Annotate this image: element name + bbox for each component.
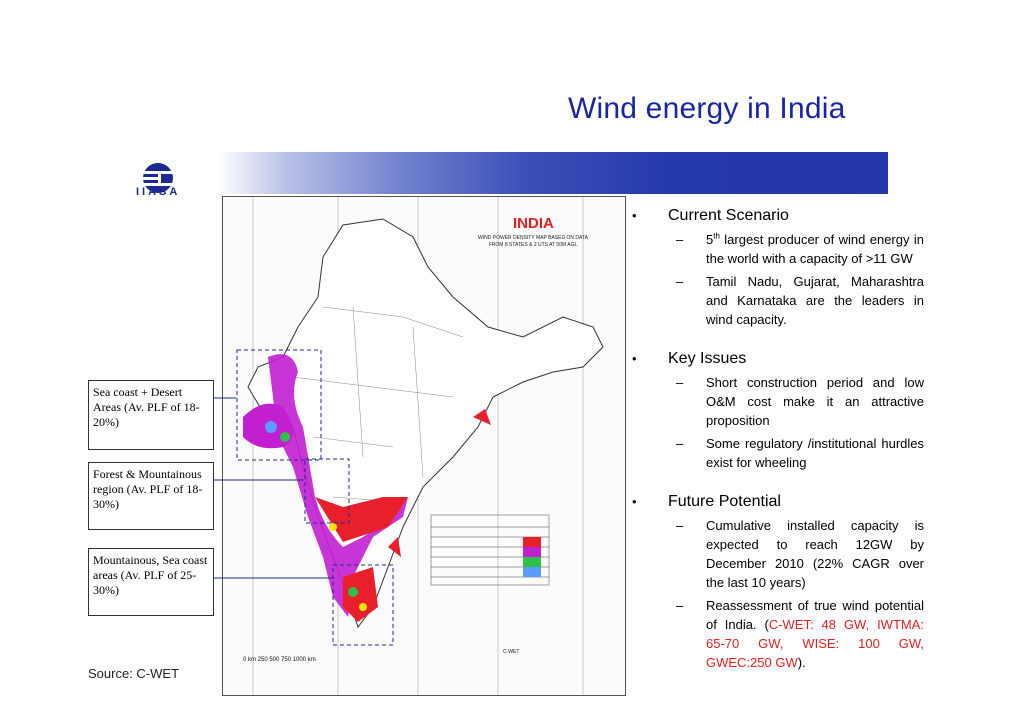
note-forest-mountainous: Forest & Mountainous region (Av. PLF of … [88,462,214,530]
section-key-issues: • Key Issues – Short construction period… [632,349,924,472]
logo-wordmark: IIASA [136,186,181,198]
sub-item: – Short construction period and low O&M … [676,375,924,428]
sub-item: – Some regulatory /institutional hurdles… [676,436,924,470]
india-map-graphic [223,197,625,695]
india-wind-map: INDIA WIND POWER DENSITY MAP BASED ON DA… [222,196,626,696]
map-scale: 0 km 250 500 750 1000 km [243,657,316,663]
sub-item: – Reassessment of true wind potential of… [676,598,924,670]
header-gradient-bar [190,152,888,194]
bullet-dot: • [632,351,637,366]
sub-item: – 5th largest producer of wind energy in… [676,231,924,266]
note-sea-coast-desert: Sea coast + Desert Areas (Av. PLF of 18-… [88,380,214,450]
bullet-dot: • [632,208,637,223]
map-subtitle: WIND POWER DENSITY MAP BASED ON DATA FRO… [478,235,588,248]
note-mountainous-sea-coast: Mountainous, Sea coast areas (Av. PLF of… [88,548,214,616]
section-heading: Future Potential [668,493,781,510]
section-current-scenario: • Current Scenario – 5th largest produce… [632,206,924,329]
sub-item: – Tamil Nadu, Gujarat, Maharashtra and K… [676,274,924,327]
section-heading: Key Issues [668,350,747,367]
section-heading: Current Scenario [668,207,789,224]
slide-title: Wind energy in India [568,92,846,125]
map-footer-label: C-WET [503,649,520,655]
sub-item: – Cumulative installed capacity is expec… [676,518,924,590]
potential-estimates: C-WET: 48 GW, IWTMA: 65-70 GW, WISE: 100… [706,617,924,670]
source-label: Source: C-WET [88,666,180,681]
section-future-potential: • Future Potential – Cumulative installe… [632,492,924,672]
map-heading: INDIA [513,215,554,232]
iiasa-logo-icon [142,163,174,193]
bullet-list: • Current Scenario – 5th largest produce… [632,206,924,692]
bullet-dot: • [632,494,637,509]
